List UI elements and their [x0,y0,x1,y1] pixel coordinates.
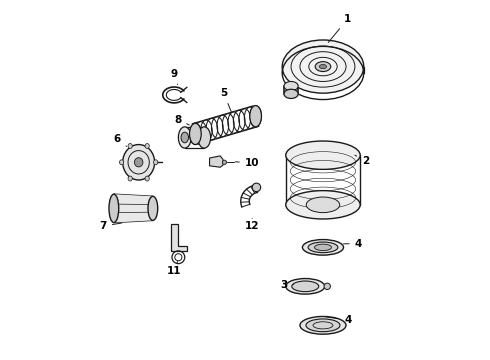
Ellipse shape [145,176,149,181]
Ellipse shape [252,183,261,192]
Text: 4: 4 [343,239,362,249]
Text: 4: 4 [326,315,351,325]
Ellipse shape [286,141,360,169]
Ellipse shape [122,145,155,180]
Ellipse shape [286,279,325,294]
Ellipse shape [308,242,338,253]
Ellipse shape [250,105,262,127]
Ellipse shape [306,197,340,213]
Text: 12: 12 [245,218,259,231]
Text: 11: 11 [167,261,181,276]
Ellipse shape [153,160,158,165]
Ellipse shape [300,316,346,334]
Text: 3: 3 [280,280,294,289]
Ellipse shape [181,132,189,143]
Ellipse shape [319,64,326,69]
Text: 5: 5 [220,88,232,113]
Polygon shape [210,156,223,167]
Ellipse shape [222,160,226,165]
Ellipse shape [315,244,331,251]
Ellipse shape [178,127,191,148]
Ellipse shape [284,89,298,99]
Ellipse shape [284,81,298,91]
Ellipse shape [315,62,331,72]
Ellipse shape [286,191,360,219]
Ellipse shape [128,176,132,181]
Ellipse shape [292,281,319,292]
Ellipse shape [145,144,149,148]
Text: 9: 9 [171,69,178,85]
Ellipse shape [282,40,364,93]
Text: 10: 10 [235,158,259,168]
Ellipse shape [198,127,211,148]
Text: 7: 7 [99,221,122,231]
Text: 8: 8 [174,115,189,125]
Circle shape [324,283,330,289]
Text: 6: 6 [114,134,126,147]
Text: 2: 2 [355,155,369,166]
Ellipse shape [302,239,343,255]
Ellipse shape [134,158,143,167]
Text: 1: 1 [328,14,351,42]
Ellipse shape [306,319,340,332]
Polygon shape [114,194,153,222]
Polygon shape [171,224,187,251]
Ellipse shape [120,160,124,165]
Ellipse shape [190,123,201,145]
Ellipse shape [128,144,132,148]
Ellipse shape [148,196,158,220]
Ellipse shape [109,194,119,222]
